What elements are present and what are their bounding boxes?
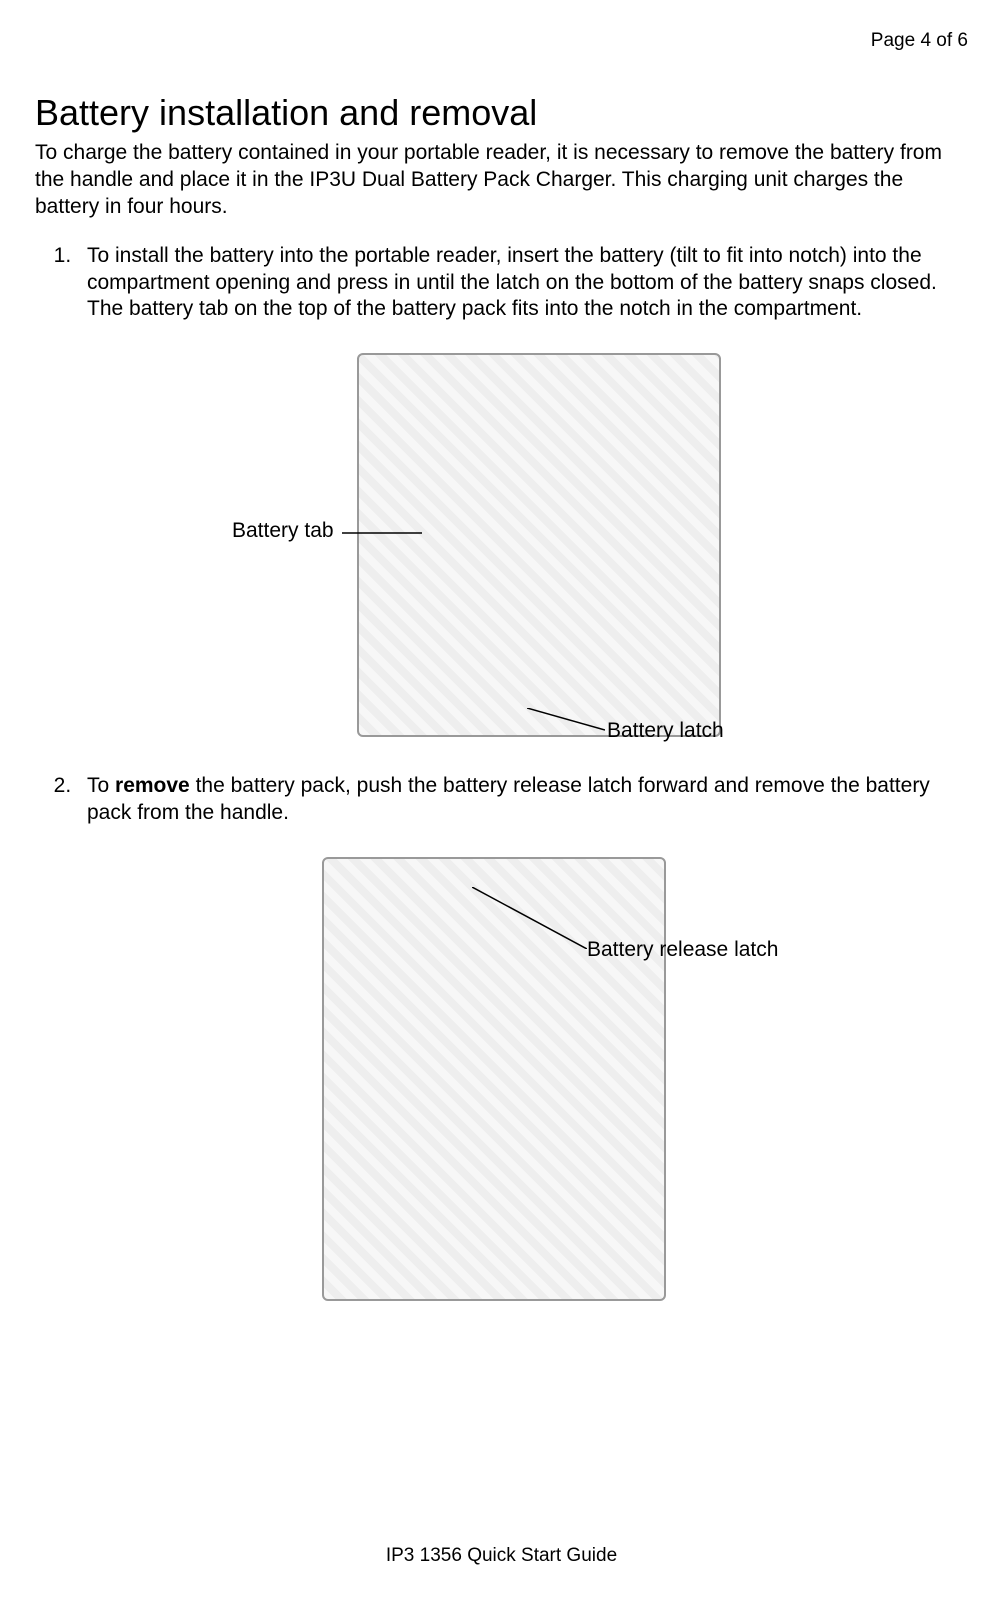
section-title: Battery installation and removal [35, 92, 968, 134]
steps-list: To install the battery into the portable… [35, 243, 968, 1307]
step-2-bold: remove [115, 774, 190, 797]
callout-battery-tab: Battery tab [232, 518, 334, 545]
step-1-text: To install the battery into the portable… [87, 244, 937, 321]
step-1: To install the battery into the portable… [77, 243, 968, 754]
figure-2: Battery release latch [87, 857, 968, 1307]
callout-battery-latch: Battery latch [607, 718, 724, 745]
step-2-text-before: To [87, 774, 115, 797]
leader-battery-latch [527, 708, 605, 732]
page-number: Page 4 of 6 [35, 30, 968, 52]
intro-paragraph: To charge the battery contained in your … [35, 140, 968, 221]
device-illustration-1 [357, 353, 721, 737]
figure-1: Battery tab Battery latch [87, 353, 968, 753]
callout-release-latch: Battery release latch [587, 937, 778, 964]
footer: IP3 1356 Quick Start Guide [0, 1545, 1003, 1567]
leader-release-latch [472, 887, 587, 949]
step-2: To remove the battery pack, push the bat… [77, 773, 968, 1307]
leader-battery-tab [342, 529, 422, 537]
step-2-text-after: the battery pack, push the battery relea… [87, 774, 930, 824]
